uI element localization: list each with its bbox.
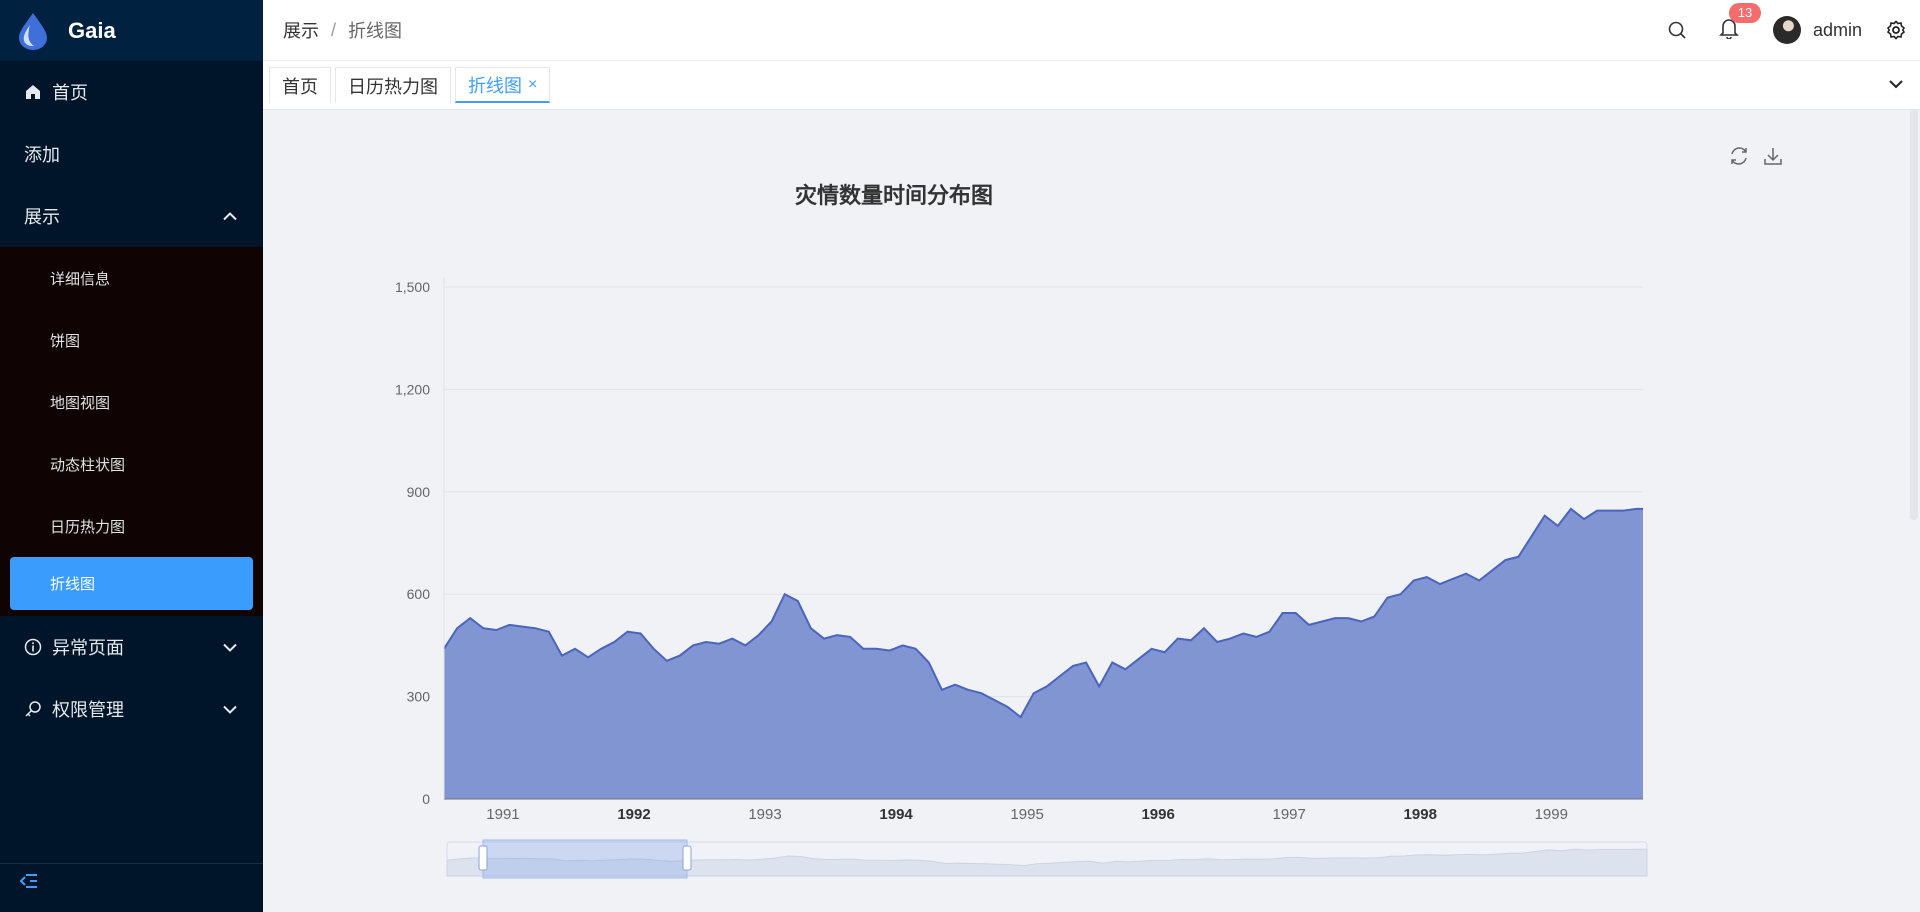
sidebar-subitem-calendar-heatmap[interactable]: 日历热力图	[50, 518, 126, 536]
y-tick-label: 600	[407, 586, 431, 602]
notifications[interactable]: 13	[1719, 2, 1761, 44]
y-tick-label: 0	[422, 791, 430, 807]
y-tick-label: 300	[407, 689, 431, 705]
x-tick-label: 1992	[617, 806, 650, 823]
breadcrumb-separator: /	[331, 19, 337, 40]
sidebar-item-permissions[interactable]: 权限管理	[0, 678, 263, 740]
header-actions: 13 admin	[1667, 2, 1920, 44]
info-circle-icon	[24, 638, 46, 656]
sidebar-subitem-pie[interactable]: 饼图	[50, 332, 81, 350]
tab-calendar-heatmap[interactable]: 日历热力图	[335, 67, 451, 103]
tab-home[interactable]: 首页	[269, 67, 331, 103]
home-icon	[24, 83, 46, 101]
data-zoom-preview	[446, 848, 1648, 877]
search-icon[interactable]	[1667, 20, 1687, 40]
tabs-bar: 首页 日历热力图 折线图 ×	[263, 61, 1920, 110]
sidebar-item-label: 展示	[24, 207, 60, 227]
refresh-icon[interactable]	[1728, 145, 1750, 172]
breadcrumb-item-display[interactable]: 展示	[283, 21, 319, 41]
close-icon[interactable]: ×	[528, 75, 538, 93]
x-tick-label: 1993	[748, 806, 781, 823]
sidebar-subitem-map[interactable]: 地图视图	[50, 394, 111, 412]
avatar[interactable]	[1772, 16, 1801, 44]
data-zoom-handle[interactable]	[682, 845, 692, 871]
sidebar-item-label: 首页	[52, 83, 88, 103]
x-tick-label: 1999	[1535, 806, 1568, 823]
series-area	[444, 508, 1643, 799]
x-tick-label: 1996	[1141, 806, 1174, 823]
chevron-up-icon	[223, 206, 237, 227]
notification-badge: 13	[1728, 2, 1761, 23]
logo[interactable]: Gaia	[0, 0, 263, 61]
tab-label: 折线图	[468, 75, 522, 96]
main-content: 灾情数量时间分布图 0 300 600 900 1,200 1,500 1991 1992 19…	[263, 110, 1920, 912]
x-tick-label: 1997	[1273, 806, 1306, 823]
tab-line-chart[interactable]: 折线图 ×	[455, 67, 551, 103]
download-icon[interactable]	[1762, 145, 1784, 172]
sidebar-item-error-pages[interactable]: 异常页面	[0, 616, 263, 678]
sidebar-subitem-dynamic-bar[interactable]: 动态柱状图	[50, 456, 126, 474]
data-zoom-handle[interactable]	[478, 845, 488, 871]
vertical-scrollbar[interactable]	[1910, 110, 1918, 520]
chevron-down-icon	[223, 699, 237, 720]
sidebar-item-display[interactable]: 展示	[0, 185, 263, 247]
x-tick-label: 1991	[486, 806, 519, 823]
sidebar: Gaia 首页 添加 展示 详细信息 饼图 地图视图 动态柱状图 日历热力图 折…	[0, 0, 263, 912]
app-name: Gaia	[68, 17, 116, 43]
sidebar-subitem-details[interactable]: 详细信息	[50, 270, 111, 288]
chart-title: 灾情数量时间分布图	[794, 183, 993, 208]
menu-fold-icon[interactable]	[19, 873, 38, 894]
x-tick-label: 1995	[1010, 806, 1043, 823]
sidebar-item-label: 异常页面	[52, 638, 124, 658]
series-line	[443, 507, 1643, 719]
breadcrumb: 展示 / 折线图	[283, 17, 402, 43]
sidebar-item-home[interactable]: 首页	[0, 61, 263, 123]
sidebar-item-label: 添加	[24, 145, 60, 165]
top-header: 展示 / 折线图 13 admin	[263, 0, 1920, 61]
water-drop-icon	[19, 12, 47, 50]
line-chart: 0 300 600 900 1,200 1,500 1991 1992 1993 1994 1995…	[395, 277, 1648, 879]
data-zoom-window[interactable]	[482, 839, 688, 879]
y-tick-label: 1,500	[395, 279, 430, 295]
y-tick-label: 1,200	[395, 381, 430, 397]
gear-icon[interactable]	[1886, 20, 1906, 40]
x-tick-label: 1998	[1404, 806, 1437, 823]
sidebar-item-add[interactable]: 添加	[0, 123, 263, 185]
sidebar-divider	[0, 863, 263, 864]
key-icon	[24, 700, 46, 718]
submenu-display: 详细信息 饼图 地图视图 动态柱状图 日历热力图 折线图	[0, 247, 263, 616]
x-tick-label: 1994	[879, 806, 913, 823]
username[interactable]: admin	[1812, 19, 1862, 40]
chevron-down-icon[interactable]	[1888, 76, 1904, 94]
chevron-down-icon	[223, 637, 237, 658]
breadcrumb-item-current: 折线图	[348, 21, 403, 41]
sidebar-item-label: 权限管理	[52, 700, 124, 720]
y-tick-label: 900	[407, 484, 431, 500]
sidebar-subitem-line-chart[interactable]: 折线图	[10, 557, 253, 610]
chart-toolbox	[1728, 145, 1784, 172]
tab-label: 首页	[282, 76, 318, 97]
tab-label: 日历热力图	[348, 76, 438, 97]
